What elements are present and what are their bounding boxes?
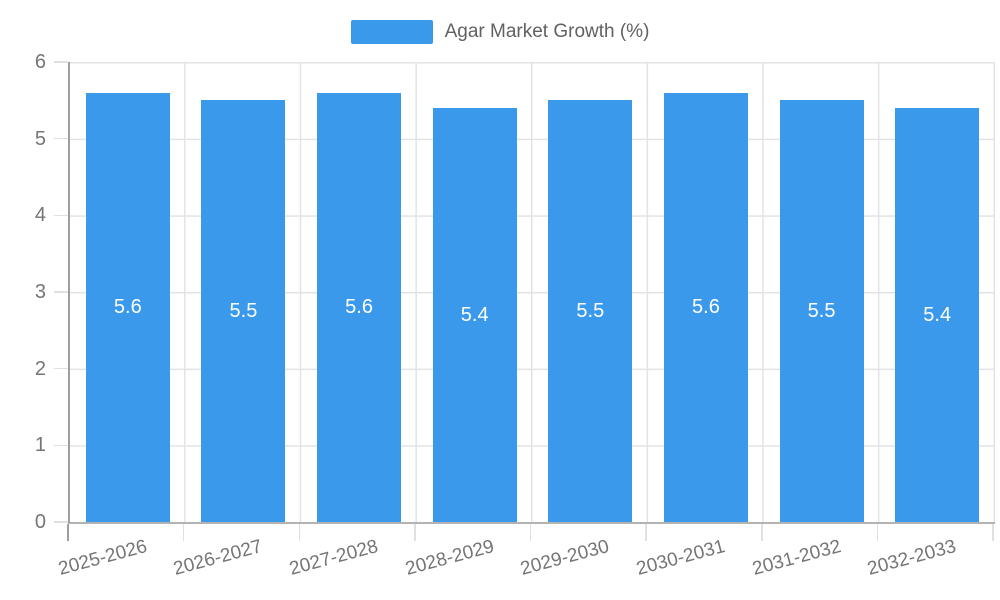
x-axis-tick: [761, 524, 763, 541]
bar-2029-2030[interactable]: 5.5: [548, 100, 633, 522]
x-axis-tick: [992, 524, 994, 541]
y-axis-label-3: 3: [34, 281, 46, 303]
bar-value-label: 5.6: [113, 295, 142, 318]
x-axis-label-2032-2033: 2032-2033: [865, 536, 959, 580]
x-axis-tick: [298, 524, 300, 541]
bar-2030-2031[interactable]: 5.6: [663, 92, 748, 522]
y-axis-tick: [54, 61, 68, 63]
y-axis-label-2: 2: [34, 357, 46, 380]
x-axis-label-2025-2026: 2025-2026: [56, 536, 150, 580]
bar-2028-2029[interactable]: 5.4: [432, 108, 517, 522]
x-axis-label-2028-2029: 2028-2029: [402, 536, 497, 580]
x-axis-tick: [414, 524, 416, 541]
y-axis-tick: [54, 214, 68, 217]
x-axis-tick: [182, 524, 185, 541]
legend-item[interactable]: Agar Market Growth (%): [350, 20, 650, 44]
y-axis-label-5: 5: [34, 127, 46, 150]
x-axis-tick: [67, 524, 69, 541]
x-axis-label-2029-2030: 2029-2030: [518, 536, 612, 580]
legend-label: Agar Market Growth (%): [444, 21, 650, 42]
legend-swatch-icon: [350, 20, 433, 44]
bar-value-label: 5.6: [692, 295, 720, 318]
plot-area: 5.6 5.5 5.6 5.4 5.5 5.6 5.5 5.4: [68, 62, 995, 524]
y-axis-tick: [54, 521, 68, 523]
bar-2027-2028[interactable]: 5.6: [317, 92, 402, 522]
y-axis-tick: [54, 367, 68, 370]
x-axis-label-2030-2031: 2030-2031: [634, 536, 728, 580]
y-axis-tick: [54, 291, 68, 293]
x-axis-label-2026-2027: 2026-2027: [171, 536, 265, 580]
bar-value-label: 5.6: [345, 295, 373, 318]
y-axis-label-4: 4: [34, 204, 46, 227]
bar-value-label: 5.4: [923, 303, 952, 326]
bar-value-label: 5.4: [460, 303, 489, 326]
y-axis-tick: [54, 444, 68, 447]
bar-value-label: 5.5: [576, 299, 605, 322]
bar-2032-2033[interactable]: 5.4: [895, 108, 980, 522]
bar-value-label: 5.5: [229, 299, 258, 322]
x-axis-tick: [876, 524, 879, 541]
x-axis-tick: [529, 524, 532, 541]
x-axis-label-2027-2028: 2027-2028: [287, 536, 381, 580]
x-axis-label-2031-2032: 2031-2032: [749, 536, 843, 580]
bar-2031-2032[interactable]: 5.5: [779, 100, 864, 522]
y-axis-label-1: 1: [34, 434, 46, 457]
x-axis-tick: [645, 524, 647, 541]
bar-2025-2026[interactable]: 5.6: [85, 92, 170, 522]
bar-2026-2027[interactable]: 5.5: [201, 100, 286, 522]
y-axis-tick: [54, 137, 68, 140]
bar-value-label: 5.5: [807, 299, 836, 322]
y-axis-label-0: 0: [34, 511, 46, 533]
y-axis-label-6: 6: [34, 51, 46, 73]
chart-legend: Agar Market Growth (%): [0, 20, 1000, 44]
